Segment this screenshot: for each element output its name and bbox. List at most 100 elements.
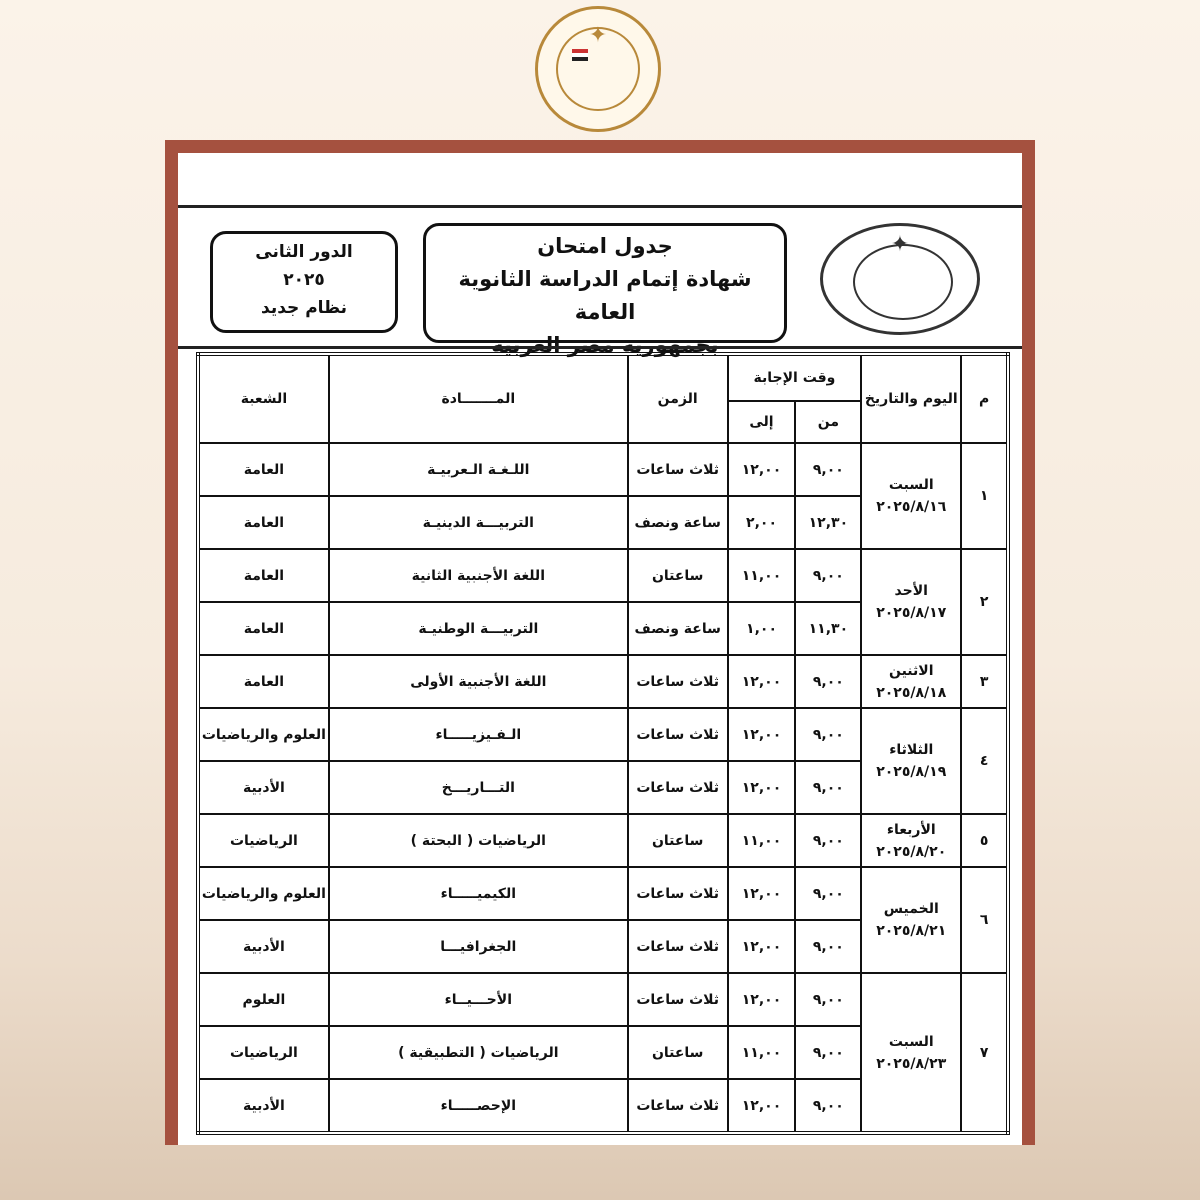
duration: ساعة ونصف <box>626 495 729 550</box>
time-from: ٩,٠٠ <box>794 1078 863 1134</box>
table-row: ٦ الخميس ٢٠٢٥/٨/٢١ ٩,٠٠ ١٢,٠٠ ثلاث ساعات الكيم… <box>197 866 1009 974</box>
branch: الرياضيات <box>197 1025 330 1080</box>
table-row: ٩,٠٠ ١٢,٠٠ ثلاث ساعات الجغرافيـــا الأدبية <box>197 919 1008 974</box>
day-name: الخميس <box>883 901 939 917</box>
day-name: الأربعاء <box>886 821 936 838</box>
exam-date: ٢٠٢٥/٨/١٦ <box>876 499 947 515</box>
table-row: ١٢,٣٠ ٢,٠٠ ساعة ونصف التربيـــة الدينيـة الع… <box>197 495 1008 550</box>
exam-date: ٢٠٢٥/٨/١٧ <box>876 605 947 621</box>
table-row: ٩,٠٠ ١١,٠٠ ساعتان الرياضيات ( التطبيقية ) ال… <box>197 1025 1008 1080</box>
exam-date: ٢٠٢٥/٨/١٨ <box>876 684 947 701</box>
branch: الرياضيات <box>197 813 330 868</box>
exam-schedule-table: م اليوم والتاريخ وقت الإجابة الزمن المــ… <box>196 352 1010 1135</box>
subject: التربيـــة الدينيـة <box>327 495 629 550</box>
col-num: م <box>960 353 1009 444</box>
duration: ثلاث ساعات <box>626 866 729 921</box>
branch: العلوم <box>197 972 330 1027</box>
time-from: ٩,٠٠ <box>794 972 863 1027</box>
time-to: ١١,٠٠ <box>726 548 797 603</box>
time-from: ٩,٠٠ <box>794 813 863 868</box>
table-row: ١١,٣٠ ١,٠٠ ساعة ونصف التربيـــة الوطنيـة الع… <box>197 601 1008 656</box>
subject: اللـغـة الـعربيـة <box>327 442 629 497</box>
exam-date: ٢٠٢٥/٨/٢١ <box>876 923 947 939</box>
row-number: ١ <box>960 442 1009 550</box>
time-from: ٩,٠٠ <box>794 654 863 709</box>
row-number: ٢ <box>960 548 1009 656</box>
branch: الأدبية <box>197 760 330 815</box>
row-number: ٦ <box>960 866 1009 974</box>
eagle-emblem-icon: ✦ <box>890 232 910 257</box>
table-row: ٢ الأحد ٢٠٢٥/٨/١٧ ٩,٠٠ ١١,٠٠ ساعتان اللغة الأج… <box>197 548 1009 656</box>
day-date-cell: الثلاثاء ٢٠٢٥/٨/١٩ <box>860 707 963 815</box>
time-from: ٩,٠٠ <box>794 760 863 815</box>
time-from: ٩,٠٠ <box>794 1025 863 1080</box>
day-name: الأحد <box>894 583 928 599</box>
table-row: ٩,٠٠ ١٢,٠٠ ثلاث ساعات التـــاريـــخ الأدبية <box>197 760 1008 815</box>
subject: الرياضيات ( البحتة ) <box>327 813 629 868</box>
day-date-cell: السبت ٢٠٢٥/٨/٢٣ <box>860 972 963 1134</box>
branch: العلوم والرياضيات <box>197 866 330 921</box>
branch: الأدبية <box>197 919 330 974</box>
col-duration: الزمن <box>626 353 729 444</box>
duration: ثلاث ساعات <box>626 1078 729 1134</box>
duration: ثلاث ساعات <box>626 707 729 762</box>
row-number: ٤ <box>960 707 1009 815</box>
exam-date: ٢٠٢٥/٨/٢٠ <box>876 843 947 860</box>
subject: الإحصـــــاء <box>327 1078 629 1134</box>
subject: الرياضيات ( التطبيقية ) <box>327 1025 629 1080</box>
subject: اللغة الأجنبية الأولى <box>327 654 629 709</box>
table-row: ١ السبت ٢٠٢٥/٨/١٦ ٩,٠٠ ١٢,٠٠ ثلاث ساعات اللـغـ… <box>197 442 1009 550</box>
time-to: ١٢,٠٠ <box>726 442 797 497</box>
session-year: ٢٠٢٥ <box>283 270 325 290</box>
day-date-cell: الخميس ٢٠٢٥/٨/٢١ <box>860 866 963 974</box>
exam-schedule-document: الدور الثانى ٢٠٢٥ نظام جديد جدول امتحان … <box>178 153 1022 1145</box>
duration: ثلاث ساعات <box>626 919 729 974</box>
time-to: ١٢,٠٠ <box>726 919 797 974</box>
time-to: ١,٠٠ <box>726 601 797 656</box>
session-label: الدور الثانى <box>255 242 353 262</box>
session-system: نظام جديد <box>261 298 347 318</box>
duration: ثلاث ساعات <box>626 760 729 815</box>
day-date-cell: الأربعاء ٢٠٢٥/٨/٢٠ <box>860 813 963 868</box>
branch: العامة <box>197 495 330 550</box>
time-from: ٩,٠٠ <box>794 548 863 603</box>
time-from: ٩,٠٠ <box>794 919 863 974</box>
col-answer-time: وقت الإجابة <box>726 353 863 402</box>
duration: ساعتان <box>626 1025 729 1080</box>
time-from: ٩,٠٠ <box>794 707 863 762</box>
time-to: ١١,٠٠ <box>726 813 797 868</box>
title-line-1: جدول امتحان <box>537 234 673 258</box>
day-date-cell: الاثنين ٢٠٢٥/٨/١٨ <box>860 654 963 709</box>
duration: ثلاث ساعات <box>626 972 729 1027</box>
subject: التـــاريـــخ <box>327 760 629 815</box>
day-name: السبت <box>888 1033 934 1050</box>
subject: اللغة الأجنبية الثانية <box>327 548 629 603</box>
branch: العامة <box>197 548 330 603</box>
row-number: ٥ <box>960 813 1009 868</box>
branch: الأدبية <box>197 1078 330 1134</box>
time-from: ٩,٠٠ <box>794 866 863 921</box>
subject: الأحـــيــاء <box>327 972 629 1027</box>
subject: التربيـــة الوطنيـة <box>327 601 629 656</box>
ministry-seal: ✦ <box>820 223 980 335</box>
row-number: ٧ <box>960 972 1009 1134</box>
branch: العلوم والرياضيات <box>197 707 330 762</box>
day-name: السبت <box>888 477 934 493</box>
row-number: ٣ <box>960 654 1009 709</box>
exam-date: ٢٠٢٥/٨/٢٣ <box>876 1055 947 1072</box>
col-day: اليوم والتاريخ <box>860 353 963 444</box>
day-name: الاثنين <box>888 662 934 679</box>
table-row: ٥ الأربعاء ٢٠٢٥/٨/٢٠ ٩,٠٠ ١١,٠٠ ساعتان الرياضي… <box>197 813 1009 868</box>
table-row: ٧ السبت ٢٠٢٥/٨/٢٣ ٩,٠٠ ١٢,٠٠ ثلاث ساعات الأحــ… <box>197 972 1009 1134</box>
eagle-emblem-icon: ✦ <box>588 23 608 48</box>
day-date-cell: الأحد ٢٠٢٥/٨/١٧ <box>860 548 963 656</box>
branch: العامة <box>197 601 330 656</box>
document-frame: الدور الثانى ٢٠٢٥ نظام جديد جدول امتحان … <box>165 140 1035 1145</box>
col-to: إلى <box>726 400 797 444</box>
time-to: ١٢,٠٠ <box>726 972 797 1027</box>
time-to: ١١,٠٠ <box>726 1025 797 1080</box>
table-row: ٩,٠٠ ١٢,٠٠ ثلاث ساعات الإحصـــــاء الأدبية <box>197 1078 1008 1134</box>
time-to: ١٢,٠٠ <box>726 866 797 921</box>
time-to: ١٢,٠٠ <box>726 760 797 815</box>
flag-icon <box>572 49 588 61</box>
